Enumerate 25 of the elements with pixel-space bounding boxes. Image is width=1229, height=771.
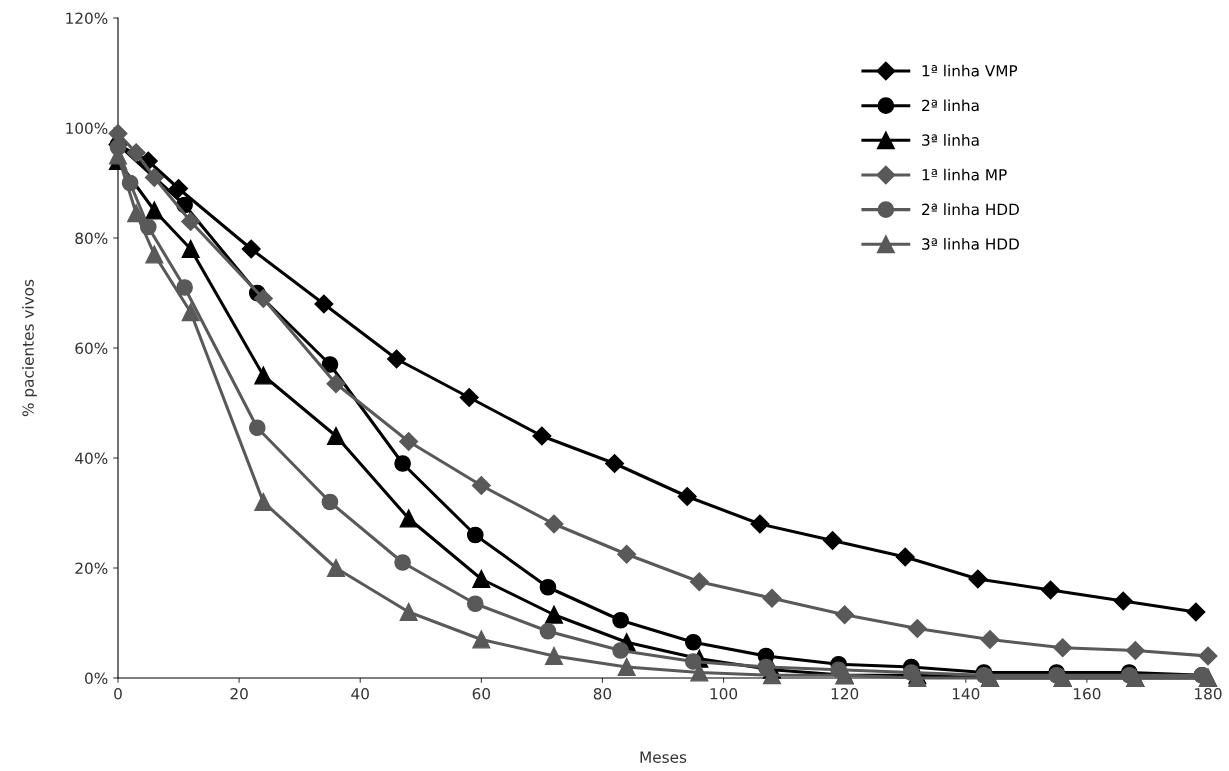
y-tick-label: 80% bbox=[75, 232, 108, 245]
legend-label: 1ª linha VMP bbox=[922, 64, 1018, 77]
x-tick-label: 20 bbox=[230, 687, 248, 700]
x-tick-label: 80 bbox=[593, 687, 612, 700]
x-tick-label: 40 bbox=[351, 687, 369, 700]
x-tick-label: 0 bbox=[114, 687, 122, 700]
x-axis-title: Meses bbox=[640, 751, 687, 763]
y-tick-label: 60% bbox=[75, 342, 108, 355]
y-tick-label: 100% bbox=[66, 122, 108, 135]
legend-label: 2ª linha HDD bbox=[922, 203, 1019, 216]
y-axis-title: % pacientes vivos bbox=[22, 279, 37, 417]
x-tick-label: 140 bbox=[952, 687, 980, 700]
x-tick-label: 180 bbox=[1195, 687, 1222, 700]
y-tick-label: 20% bbox=[75, 562, 108, 575]
y-tick-label: 120% bbox=[66, 12, 108, 25]
legend-label: 1ª linha MP bbox=[922, 168, 1007, 181]
legend-label: 2ª linha bbox=[922, 99, 979, 112]
x-tick-label: 60 bbox=[472, 687, 491, 700]
y-tick-label: 40% bbox=[75, 452, 108, 465]
legend-label: 3ª linha bbox=[922, 134, 979, 146]
y-tick-label: 0% bbox=[85, 672, 108, 685]
x-tick-label: 100 bbox=[710, 687, 738, 700]
x-tick-label: 120 bbox=[831, 687, 859, 700]
legend-label: 3ª linha HDD bbox=[922, 237, 1019, 250]
x-tick-label: 160 bbox=[1073, 687, 1101, 700]
